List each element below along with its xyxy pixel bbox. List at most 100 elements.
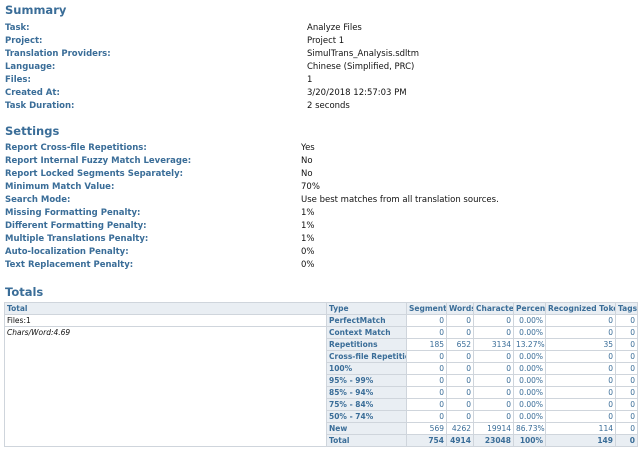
row-characters: 19914 (473, 422, 514, 435)
row-characters: 0 (473, 386, 514, 399)
row-type: Context Match (326, 326, 407, 339)
header-percent: Percent (513, 302, 546, 315)
summary-label: Files: (5, 75, 31, 85)
row-type: 50% - 74% (326, 410, 407, 423)
settings-label: Multiple Translations Penalty: (5, 234, 149, 244)
settings-row-different-formatting: Different Formatting Penalty: 1% (5, 220, 635, 232)
summary-row-files: Files: 1 (5, 74, 635, 86)
row-tags: 0 (615, 338, 638, 351)
header-segments: Segments (406, 302, 447, 315)
row-tokens: 0 (545, 326, 616, 339)
row-words: 0 (446, 362, 474, 375)
row-characters: 0 (473, 350, 514, 363)
row-characters: 0 (473, 398, 514, 411)
row-words: 0 (446, 374, 474, 387)
header-type: Type (326, 302, 407, 315)
row-words: 0 (446, 326, 474, 339)
row-type: New (326, 422, 407, 435)
row-percent: 0.00% (513, 386, 546, 399)
settings-value: Use best matches from all translation so… (301, 195, 499, 205)
row-tags: 0 (615, 398, 638, 411)
settings-row-multiple-translations: Multiple Translations Penalty: 1% (5, 233, 635, 245)
settings-title: Settings (5, 124, 60, 138)
settings-label: Search Mode: (5, 195, 71, 205)
row-percent: 0.00% (513, 410, 546, 423)
row-type: 75% - 84% (326, 398, 407, 411)
files-count: Files:1 (4, 314, 327, 327)
row-type: Total (326, 434, 407, 447)
settings-value: 1% (301, 234, 315, 244)
totals-header-row: Total Type Segments Words Characters Per… (4, 302, 638, 315)
chars-per-word: Chars/Word:4.69 (4, 326, 327, 447)
row-segments: 185 (406, 338, 447, 351)
settings-value: 0% (301, 260, 315, 270)
settings-label: Minimum Match Value: (5, 182, 115, 192)
settings-value: 0% (301, 247, 315, 257)
row-tags: 0 (615, 362, 638, 375)
row-words: 652 (446, 338, 474, 351)
summary-row-project: Project: Project 1 (5, 35, 635, 47)
summary-title: Summary (5, 3, 67, 17)
settings-value: 70% (301, 182, 320, 192)
row-type: 95% - 99% (326, 374, 407, 387)
row-tags: 0 (615, 350, 638, 363)
row-type: 100% (326, 362, 407, 375)
row-percent: 0.00% (513, 362, 546, 375)
header-characters: Characters (473, 302, 514, 315)
settings-row-auto-localization: Auto-localization Penalty: 0% (5, 246, 635, 258)
row-characters: 0 (473, 410, 514, 423)
settings-row-cross-file-repetitions: Report Cross-file Repetitions: Yes (5, 142, 635, 154)
row-tokens: 0 (545, 362, 616, 375)
settings-value: No (301, 169, 313, 179)
row-tokens: 0 (545, 374, 616, 387)
row-words: 0 (446, 314, 474, 327)
settings-row-text-replacement: Text Replacement Penalty: 0% (5, 259, 635, 271)
row-segments: 0 (406, 326, 447, 339)
totals-title: Totals (5, 285, 44, 299)
row-percent: 13.27% (513, 338, 546, 351)
row-segments: 0 (406, 386, 447, 399)
settings-label: Different Formatting Penalty: (5, 221, 147, 231)
settings-value: 1% (301, 208, 315, 218)
row-tags: 0 (615, 410, 638, 423)
summary-row-task-duration: Task Duration: 2 seconds (5, 100, 635, 112)
summary-row-created-at: Created At: 3/20/2018 12:57:03 PM (5, 87, 635, 99)
row-segments: 569 (406, 422, 447, 435)
row-tokens: 0 (545, 398, 616, 411)
row-characters: 23048 (473, 434, 514, 447)
row-tags: 0 (615, 374, 638, 387)
row-words: 4262 (446, 422, 474, 435)
row-type: Repetitions (326, 338, 407, 351)
row-characters: 0 (473, 374, 514, 387)
row-words: 0 (446, 386, 474, 399)
row-percent: 0.00% (513, 350, 546, 363)
header-tags: Tags (615, 302, 638, 315)
row-tokens: 114 (545, 422, 616, 435)
settings-value: 1% (301, 221, 315, 231)
row-segments: 0 (406, 410, 447, 423)
settings-label: Report Internal Fuzzy Match Leverage: (5, 156, 192, 166)
settings-value: No (301, 156, 313, 166)
summary-value: Chinese (Simplified, PRC) (307, 62, 415, 72)
row-segments: 0 (406, 350, 447, 363)
summary-label: Project: (5, 36, 43, 46)
settings-row-locked-segments: Report Locked Segments Separately: No (5, 168, 635, 180)
table-row: Chars/Word:4.69 Context Match 0 0 0 0.00… (4, 326, 638, 447)
settings-row-search-mode: Search Mode: Use best matches from all t… (5, 194, 635, 206)
row-characters: 0 (473, 326, 514, 339)
row-tags: 0 (615, 326, 638, 339)
summary-value: 3/20/2018 12:57:03 PM (307, 88, 407, 98)
row-percent: 0.00% (513, 326, 546, 339)
settings-value: Yes (301, 143, 315, 153)
row-characters: 0 (473, 314, 514, 327)
summary-label: Task Duration: (5, 101, 75, 111)
settings-row-missing-formatting: Missing Formatting Penalty: 1% (5, 207, 635, 219)
summary-label: Translation Providers: (5, 49, 111, 59)
row-tokens: 0 (545, 314, 616, 327)
summary-label: Language: (5, 62, 56, 72)
row-tokens: 149 (545, 434, 616, 447)
row-characters: 0 (473, 362, 514, 375)
settings-label: Missing Formatting Penalty: (5, 208, 141, 218)
row-tokens: 0 (545, 350, 616, 363)
summary-label: Created At: (5, 88, 60, 98)
